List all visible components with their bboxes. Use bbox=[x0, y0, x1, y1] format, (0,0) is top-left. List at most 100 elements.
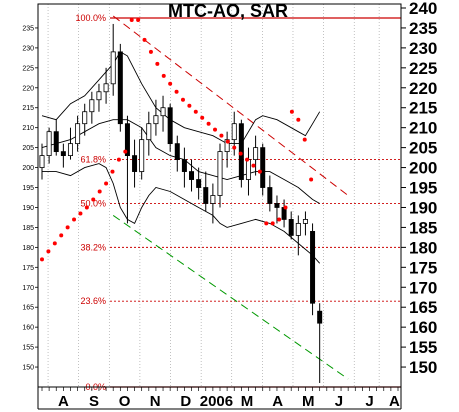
x-tick-label: O bbox=[119, 393, 131, 410]
candle-body bbox=[117, 51, 123, 125]
candle-body bbox=[39, 155, 45, 168]
candle-body bbox=[60, 151, 66, 157]
candle-body bbox=[310, 231, 316, 304]
y-tick-label: 225 bbox=[409, 59, 437, 78]
y-tick-label: 210 bbox=[409, 119, 437, 138]
fib-level-label: 23.6% bbox=[80, 296, 106, 306]
sar-dot bbox=[264, 221, 269, 226]
sar-dot bbox=[309, 177, 314, 182]
band-upper bbox=[41, 51, 321, 145]
sar-dot bbox=[187, 103, 192, 108]
sar-dot bbox=[40, 257, 44, 262]
y-tick-label: 150 bbox=[409, 358, 437, 377]
fib-level-label: 50.0% bbox=[80, 198, 106, 208]
y-tick-label: 190 bbox=[409, 198, 437, 217]
candle-body bbox=[46, 131, 52, 157]
sar-dot bbox=[225, 139, 230, 144]
left-tick-label: 195 bbox=[22, 185, 34, 192]
sar-dot bbox=[161, 73, 166, 78]
sar-dot bbox=[155, 61, 160, 66]
candle-body bbox=[181, 159, 187, 172]
left-tick-label: 215 bbox=[22, 105, 34, 112]
x-tick-label: M bbox=[302, 393, 315, 410]
sar-dot bbox=[123, 149, 128, 154]
x-tick-label: J bbox=[365, 393, 373, 410]
left-tick-label: 200 bbox=[22, 165, 34, 172]
sar-dot bbox=[213, 127, 218, 132]
sar-dot bbox=[148, 49, 153, 54]
left-tick-label: 210 bbox=[22, 125, 34, 132]
y-tick-label: 165 bbox=[409, 298, 437, 317]
axes: 1501551601651701751801851901952002052102… bbox=[22, 0, 437, 410]
candle-body bbox=[139, 139, 145, 172]
sar-dot bbox=[289, 109, 294, 114]
y-tick-label: 240 bbox=[409, 0, 437, 18]
trendlines bbox=[112, 15, 349, 380]
candle-body bbox=[267, 187, 273, 204]
sar-dot bbox=[180, 97, 185, 102]
candle-body bbox=[238, 123, 244, 180]
left-tick-label: 180 bbox=[22, 245, 34, 252]
left-tick-label: 155 bbox=[22, 345, 34, 352]
sar-dot bbox=[116, 157, 121, 162]
x-tick-label: 2006 bbox=[200, 393, 233, 410]
y-tick-label: 235 bbox=[409, 19, 437, 38]
sar-dot bbox=[129, 17, 134, 22]
candle-body bbox=[110, 51, 116, 85]
candle-body bbox=[189, 171, 195, 180]
sar-dot bbox=[52, 241, 57, 246]
left-tick-label: 190 bbox=[22, 205, 34, 212]
x-tick-label: D bbox=[180, 393, 191, 410]
sar-dot bbox=[200, 115, 205, 120]
y-tick-label: 195 bbox=[409, 179, 437, 198]
left-tick-label: 220 bbox=[22, 85, 34, 92]
plot-frame bbox=[37, 3, 402, 388]
candle-body bbox=[274, 203, 280, 208]
left-tick-label: 235 bbox=[22, 25, 34, 32]
left-tick-label: 205 bbox=[22, 145, 34, 152]
sar-dot bbox=[168, 81, 173, 86]
candle-body bbox=[82, 111, 88, 125]
y-tick-label: 170 bbox=[409, 278, 437, 297]
candle-body bbox=[245, 159, 251, 180]
sar-dot bbox=[206, 121, 211, 126]
x-tick-label: J bbox=[335, 393, 343, 410]
sar-dot bbox=[78, 211, 83, 216]
sar-dot bbox=[245, 157, 250, 162]
candle-body bbox=[53, 131, 59, 153]
sar-dot bbox=[142, 37, 147, 42]
sar-dot bbox=[84, 205, 89, 210]
y-tick-label: 175 bbox=[409, 258, 437, 277]
sar-dot bbox=[104, 181, 109, 186]
trendline bbox=[112, 15, 349, 196]
fib-level-label: 100.0% bbox=[75, 13, 106, 23]
sar-dot bbox=[296, 117, 301, 122]
x-tick-label: M bbox=[241, 393, 254, 410]
candle-body bbox=[302, 219, 308, 224]
x-tick-label: A bbox=[58, 393, 69, 410]
sar-dot bbox=[277, 217, 282, 222]
candle-body bbox=[224, 139, 230, 153]
sar-dot bbox=[174, 89, 179, 94]
left-tick-label: 150 bbox=[22, 365, 34, 372]
y-tick-label: 230 bbox=[409, 39, 437, 58]
candle-body bbox=[160, 107, 166, 117]
x-tick-label: N bbox=[150, 393, 161, 410]
sar-dot bbox=[283, 205, 288, 210]
sar-dot bbox=[251, 163, 256, 168]
sar-dot bbox=[59, 233, 64, 238]
candle-body bbox=[217, 151, 223, 196]
sar-dot bbox=[97, 189, 102, 194]
trendline bbox=[112, 215, 349, 380]
left-tick-label: 165 bbox=[22, 305, 34, 312]
left-tick-label: 225 bbox=[22, 65, 34, 72]
y-tick-label: 215 bbox=[409, 99, 437, 118]
candle-body bbox=[196, 179, 202, 188]
candle-body bbox=[174, 143, 180, 160]
candle-body bbox=[260, 147, 266, 188]
candle-body bbox=[89, 99, 95, 113]
candle-body bbox=[288, 219, 294, 236]
candle-body bbox=[167, 107, 173, 145]
sar-dot bbox=[110, 169, 115, 174]
